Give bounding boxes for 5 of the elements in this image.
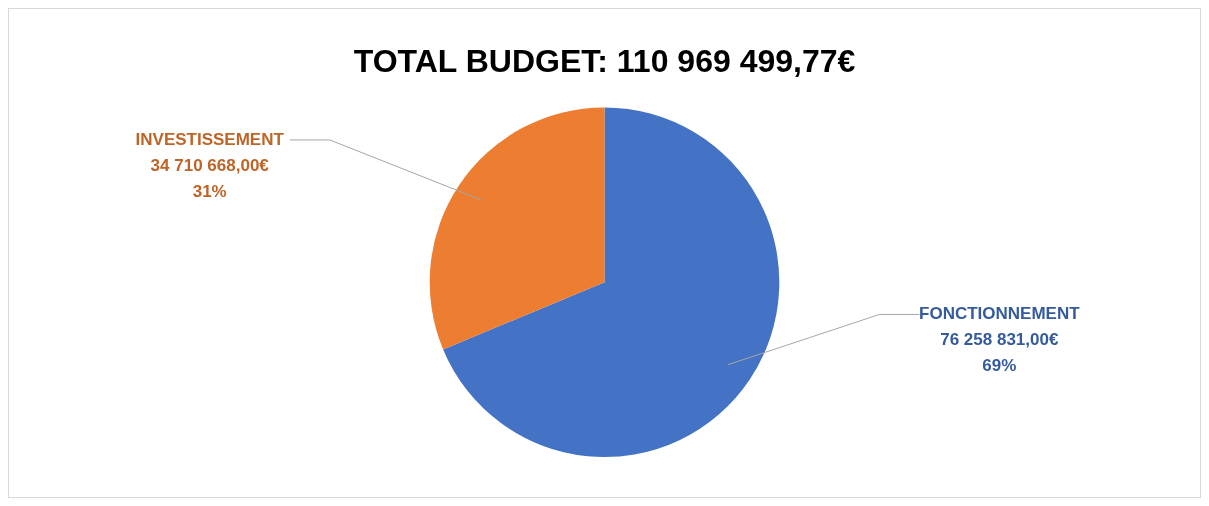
chart-title: TOTAL BUDGET: 110 969 499,77€ (353, 43, 856, 80)
data-label: 34 710 668,00€ 31% (150, 155, 270, 201)
slice-label: FONCTIONNEMENT (919, 304, 1081, 324)
data-label: 76 258 831,00€ 69% (940, 330, 1059, 376)
slice-label: INVESTISSEMENT (135, 129, 285, 149)
